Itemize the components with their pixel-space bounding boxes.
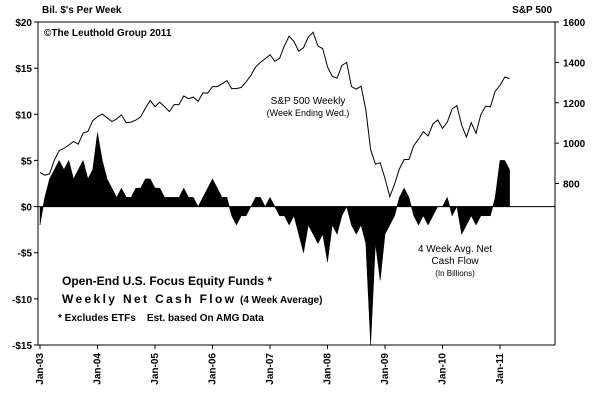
y-tick-label: $15	[15, 64, 32, 75]
right-axis-label: S&P 500	[512, 5, 552, 16]
x-tick-label: Jan-06	[208, 353, 219, 385]
annotation: (4 Week Average)	[240, 295, 322, 306]
x-tick-label: Jan-08	[323, 353, 334, 385]
annotation: (Week Ending Wed.)	[267, 108, 350, 118]
annotation: Open-End U.S. Focus Equity Funds *	[62, 274, 272, 288]
y-tick-label: -$15	[12, 341, 32, 352]
x-tick-label: Jan-11	[495, 353, 506, 385]
y-tick-label: -$5	[18, 249, 33, 260]
annotation: Cash Flow	[431, 256, 479, 267]
annotation: Weekly Net Cash Flow	[62, 292, 235, 306]
annotation: 4 Week Avg. Net	[418, 244, 492, 255]
x-tick-label: Jan-07	[265, 353, 276, 385]
left-axis-label: Bil. $'s Per Week	[42, 5, 122, 16]
y2-tick-label: 1600	[563, 18, 586, 29]
y-tick-label: $20	[15, 18, 32, 29]
annotation: * Excludes ETFs Est. based On AMG Data	[58, 313, 264, 324]
x-tick-label: Jan-04	[93, 353, 104, 385]
x-tick-label: Jan-09	[380, 353, 391, 385]
y2-tick-label: 1000	[563, 139, 586, 150]
x-tick-label: Jan-10	[438, 353, 449, 385]
flow-area	[39, 132, 510, 346]
y-tick-label: $10	[15, 110, 32, 121]
annotation: ©The Leuthold Group 2011	[44, 28, 172, 39]
y-tick-label: $5	[21, 156, 33, 167]
y2-tick-label: 1200	[563, 99, 586, 110]
y-tick-label: -$10	[12, 295, 32, 306]
annotation: (In Billions)	[435, 269, 475, 278]
x-tick-label: Jan-05	[150, 353, 161, 385]
sp500-line	[39, 31, 510, 199]
x-tick-label: Jan-03	[35, 353, 46, 385]
y2-tick-label: 1400	[563, 58, 586, 69]
y-tick-label: $0	[21, 203, 33, 214]
y2-tick-label: 800	[563, 180, 580, 191]
annotation: S&P 500 Weekly	[271, 96, 346, 107]
